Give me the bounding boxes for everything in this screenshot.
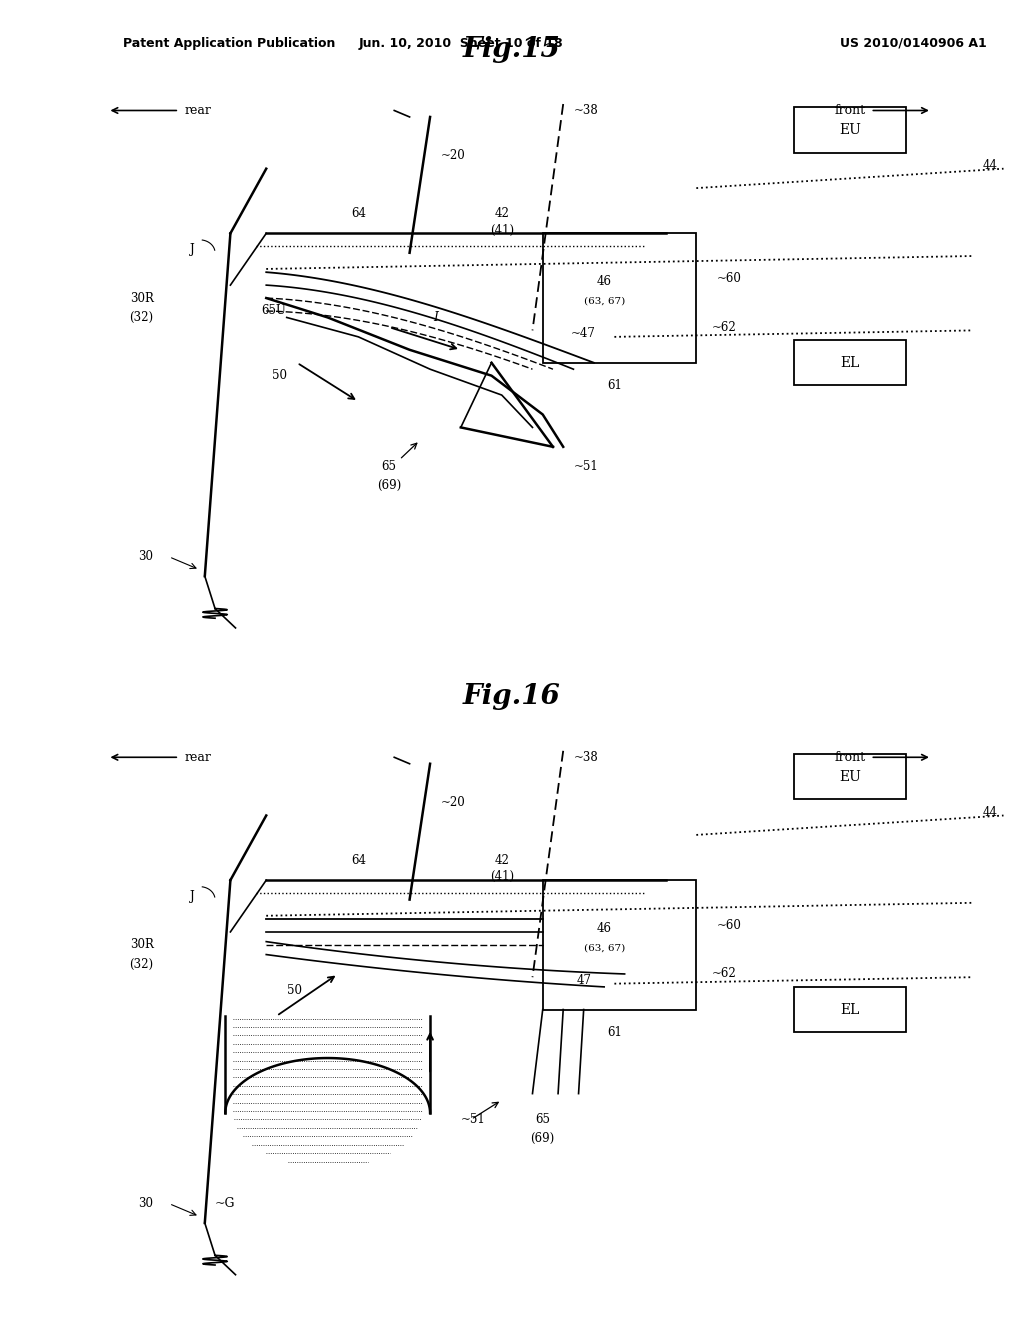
Text: (69): (69) <box>530 1133 555 1146</box>
Text: 61: 61 <box>607 379 622 392</box>
Text: (63, 67): (63, 67) <box>584 297 625 306</box>
Text: (32): (32) <box>129 312 154 323</box>
Text: rear: rear <box>184 104 211 117</box>
Text: 46: 46 <box>597 923 611 935</box>
FancyBboxPatch shape <box>794 341 906 385</box>
Text: Fig.15: Fig.15 <box>463 36 561 63</box>
Text: US 2010/0140906 A1: US 2010/0140906 A1 <box>840 37 986 50</box>
Text: 64: 64 <box>351 207 366 220</box>
Text: 65: 65 <box>382 459 396 473</box>
Text: ~60: ~60 <box>717 919 741 932</box>
Text: ~47: ~47 <box>571 327 596 341</box>
Text: J: J <box>189 243 195 256</box>
Text: 46: 46 <box>597 276 611 288</box>
Text: ~62: ~62 <box>712 321 736 334</box>
Text: 42: 42 <box>495 207 509 220</box>
Text: 64: 64 <box>351 854 366 867</box>
Text: ~20: ~20 <box>440 796 465 809</box>
Text: 44: 44 <box>983 158 998 172</box>
Text: (41): (41) <box>489 223 514 236</box>
Text: ~G: ~G <box>215 1197 236 1210</box>
Text: 30R: 30R <box>130 292 154 305</box>
Text: 65: 65 <box>536 1113 550 1126</box>
Text: 44: 44 <box>983 805 998 818</box>
Text: ~51: ~51 <box>573 459 598 473</box>
Text: EL: EL <box>841 1002 859 1016</box>
Bar <box>543 880 696 1010</box>
Text: 61: 61 <box>607 1026 622 1039</box>
Text: rear: rear <box>184 751 211 764</box>
Text: 47: 47 <box>577 974 591 987</box>
Text: (41): (41) <box>489 870 514 883</box>
Text: ~38: ~38 <box>573 104 598 117</box>
Bar <box>543 234 696 363</box>
FancyBboxPatch shape <box>794 754 906 800</box>
Text: Fig.16: Fig.16 <box>463 682 561 710</box>
Text: I: I <box>433 312 437 323</box>
Text: J: J <box>189 890 195 903</box>
Text: Patent Application Publication: Patent Application Publication <box>123 37 335 50</box>
Text: ~62: ~62 <box>712 968 736 981</box>
Text: EL: EL <box>841 355 859 370</box>
Text: ~20: ~20 <box>440 149 465 162</box>
FancyBboxPatch shape <box>794 987 906 1032</box>
Text: 50: 50 <box>287 983 302 997</box>
Text: Jun. 10, 2010  Sheet 10 of 18: Jun. 10, 2010 Sheet 10 of 18 <box>358 37 563 50</box>
Text: EU: EU <box>839 123 861 137</box>
Text: 65U: 65U <box>261 305 286 318</box>
Text: 30R: 30R <box>130 939 154 952</box>
Text: ~60: ~60 <box>717 272 741 285</box>
Text: 30: 30 <box>138 1197 154 1210</box>
Text: EU: EU <box>839 770 861 784</box>
Text: ~51: ~51 <box>461 1113 485 1126</box>
Text: 42: 42 <box>495 854 509 867</box>
Text: 30: 30 <box>138 550 154 564</box>
Text: ~38: ~38 <box>573 751 598 764</box>
Text: (63, 67): (63, 67) <box>584 944 625 953</box>
Text: front: front <box>835 104 865 117</box>
Text: (32): (32) <box>129 958 154 970</box>
FancyBboxPatch shape <box>794 107 906 153</box>
Text: (69): (69) <box>377 479 401 492</box>
Text: front: front <box>835 751 865 764</box>
Text: 50: 50 <box>271 370 287 383</box>
